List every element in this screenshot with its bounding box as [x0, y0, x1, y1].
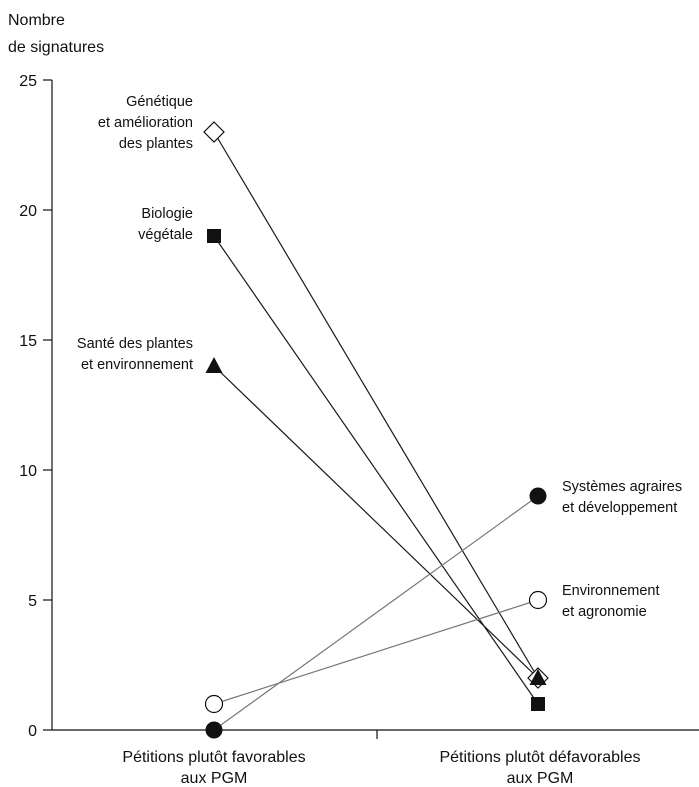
series-0-point-0 [203, 121, 225, 143]
series-line-4 [213, 599, 539, 705]
series-3-point-0 [205, 721, 223, 739]
series-line-1 [213, 235, 539, 705]
series-2-label-line-1: et environnement [81, 357, 193, 373]
series-1-label-line-0: Biologie [141, 206, 193, 222]
series-1-point-0 [207, 229, 221, 243]
y-tick-label: 10 [19, 463, 37, 480]
series-1-label-line-1: végétale [138, 227, 193, 243]
series-0-label-line-2: des plantes [119, 136, 193, 152]
series-labels: Génétique et amélioration des plantes Biolo… [77, 94, 682, 620]
x-tick-labels: Pétitions plutôt favorables aux PGM Péti… [122, 749, 640, 787]
series-3-label-line-1: et développement [562, 500, 677, 516]
series-4-point-1 [528, 590, 548, 610]
series-markers [203, 121, 549, 739]
series-3-point-1 [529, 487, 547, 505]
series-line-2 [213, 365, 539, 679]
series-2-point-1 [529, 669, 547, 685]
series-1-point-1 [531, 697, 545, 711]
series-lines [213, 131, 539, 731]
axes [51, 80, 699, 739]
y-tick-label: 0 [28, 723, 37, 740]
series-4-label-line-1: et agronomie [562, 604, 647, 620]
series-2-label-line-0: Santé des plantes [77, 336, 193, 352]
y-axis-title: Nombre de signatures [8, 12, 104, 56]
y-tick-label: 15 [19, 333, 37, 350]
series-line-3 [213, 495, 539, 731]
x-tick-label-0-line-1: Pétitions plutôt favorables [122, 749, 305, 766]
x-tick-label-1-line-1: Pétitions plutôt défavorables [439, 749, 640, 766]
y-ticks: 0 5 10 15 20 25 [19, 73, 52, 740]
y-axis-title-line-2: de signatures [8, 39, 104, 56]
y-tick-label: 25 [19, 73, 37, 90]
y-axis-title-line-1: Nombre [8, 12, 65, 29]
series-0-label-line-1: et amélioration [98, 115, 193, 131]
x-tick-label-0-line-2: aux PGM [181, 770, 248, 787]
series-4-label-line-0: Environnement [562, 583, 660, 599]
series-4-point-0 [204, 694, 224, 714]
y-tick-label: 5 [28, 593, 37, 610]
series-3-label-line-0: Systèmes agraires [562, 479, 682, 495]
y-tick-label: 20 [19, 203, 37, 220]
series-line-0 [213, 131, 539, 679]
series-2-point-0 [205, 357, 223, 373]
x-tick-label-1-line-2: aux PGM [507, 770, 574, 787]
series-0-label-line-0: Génétique [126, 94, 193, 110]
